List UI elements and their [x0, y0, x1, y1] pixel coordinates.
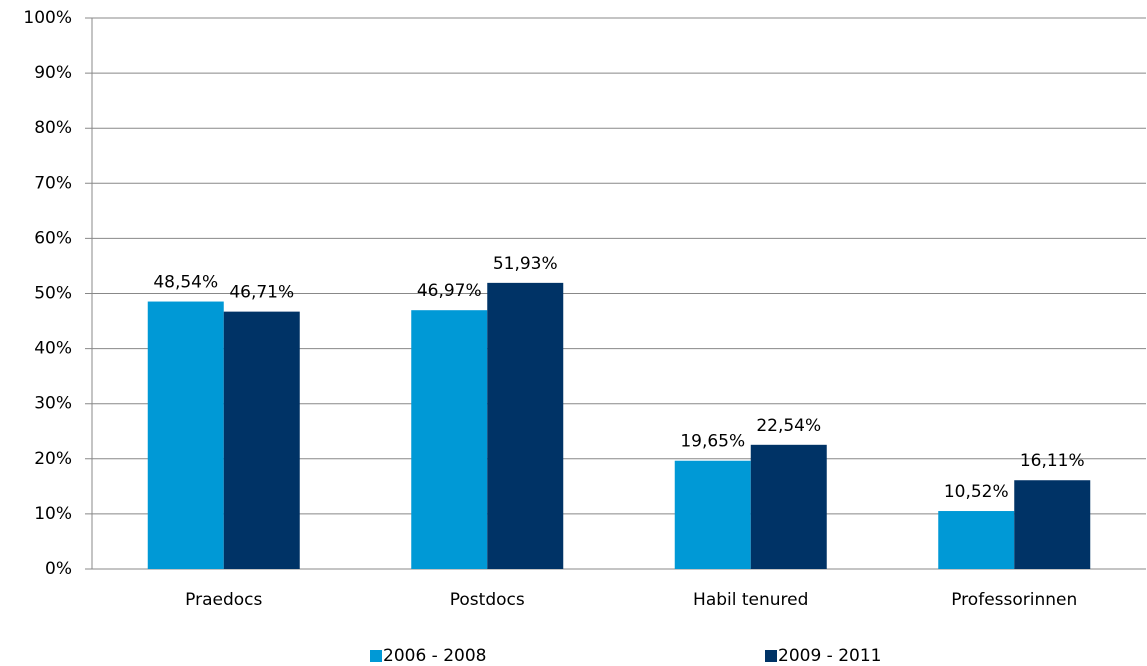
- data-label: 46,97%: [417, 281, 482, 301]
- bar: [487, 282, 564, 569]
- data-label: 51,93%: [493, 254, 558, 274]
- y-tick-label: 60%: [34, 228, 72, 248]
- bar: [411, 310, 488, 569]
- x-tick-label: Habil tenured: [693, 590, 808, 610]
- bar: [750, 444, 827, 569]
- data-label: 46,71%: [229, 283, 294, 303]
- legend-swatch: [765, 650, 777, 662]
- x-tick-label: Postdocs: [450, 590, 525, 610]
- data-label: 10,52%: [944, 482, 1009, 502]
- y-tick-label: 30%: [34, 394, 72, 414]
- bar: [1014, 480, 1091, 569]
- data-label: 16,11%: [1020, 451, 1085, 471]
- y-tick-label: 80%: [34, 118, 72, 138]
- y-tick-label: 10%: [34, 504, 72, 524]
- legend-swatch: [370, 650, 382, 662]
- legend-label: 2006 - 2008: [383, 646, 486, 666]
- data-label: 22,54%: [756, 416, 821, 436]
- bar: [223, 311, 300, 569]
- y-tick-label: 20%: [34, 449, 72, 469]
- data-label: 48,54%: [153, 273, 218, 293]
- y-tick-label: 70%: [34, 173, 72, 193]
- y-tick-label: 40%: [34, 339, 72, 359]
- y-tick-label: 50%: [34, 284, 72, 304]
- y-tick-label: 100%: [23, 8, 72, 28]
- legend-label: 2009 - 2011: [778, 646, 881, 666]
- data-label: 19,65%: [680, 432, 745, 452]
- y-tick-label: 0%: [45, 559, 72, 579]
- bar: [674, 460, 751, 569]
- x-tick-label: Praedocs: [185, 590, 262, 610]
- x-tick-label: Professorinnen: [951, 590, 1077, 610]
- y-tick-label: 90%: [34, 63, 72, 83]
- bar: [938, 511, 1015, 569]
- bar: [147, 301, 224, 569]
